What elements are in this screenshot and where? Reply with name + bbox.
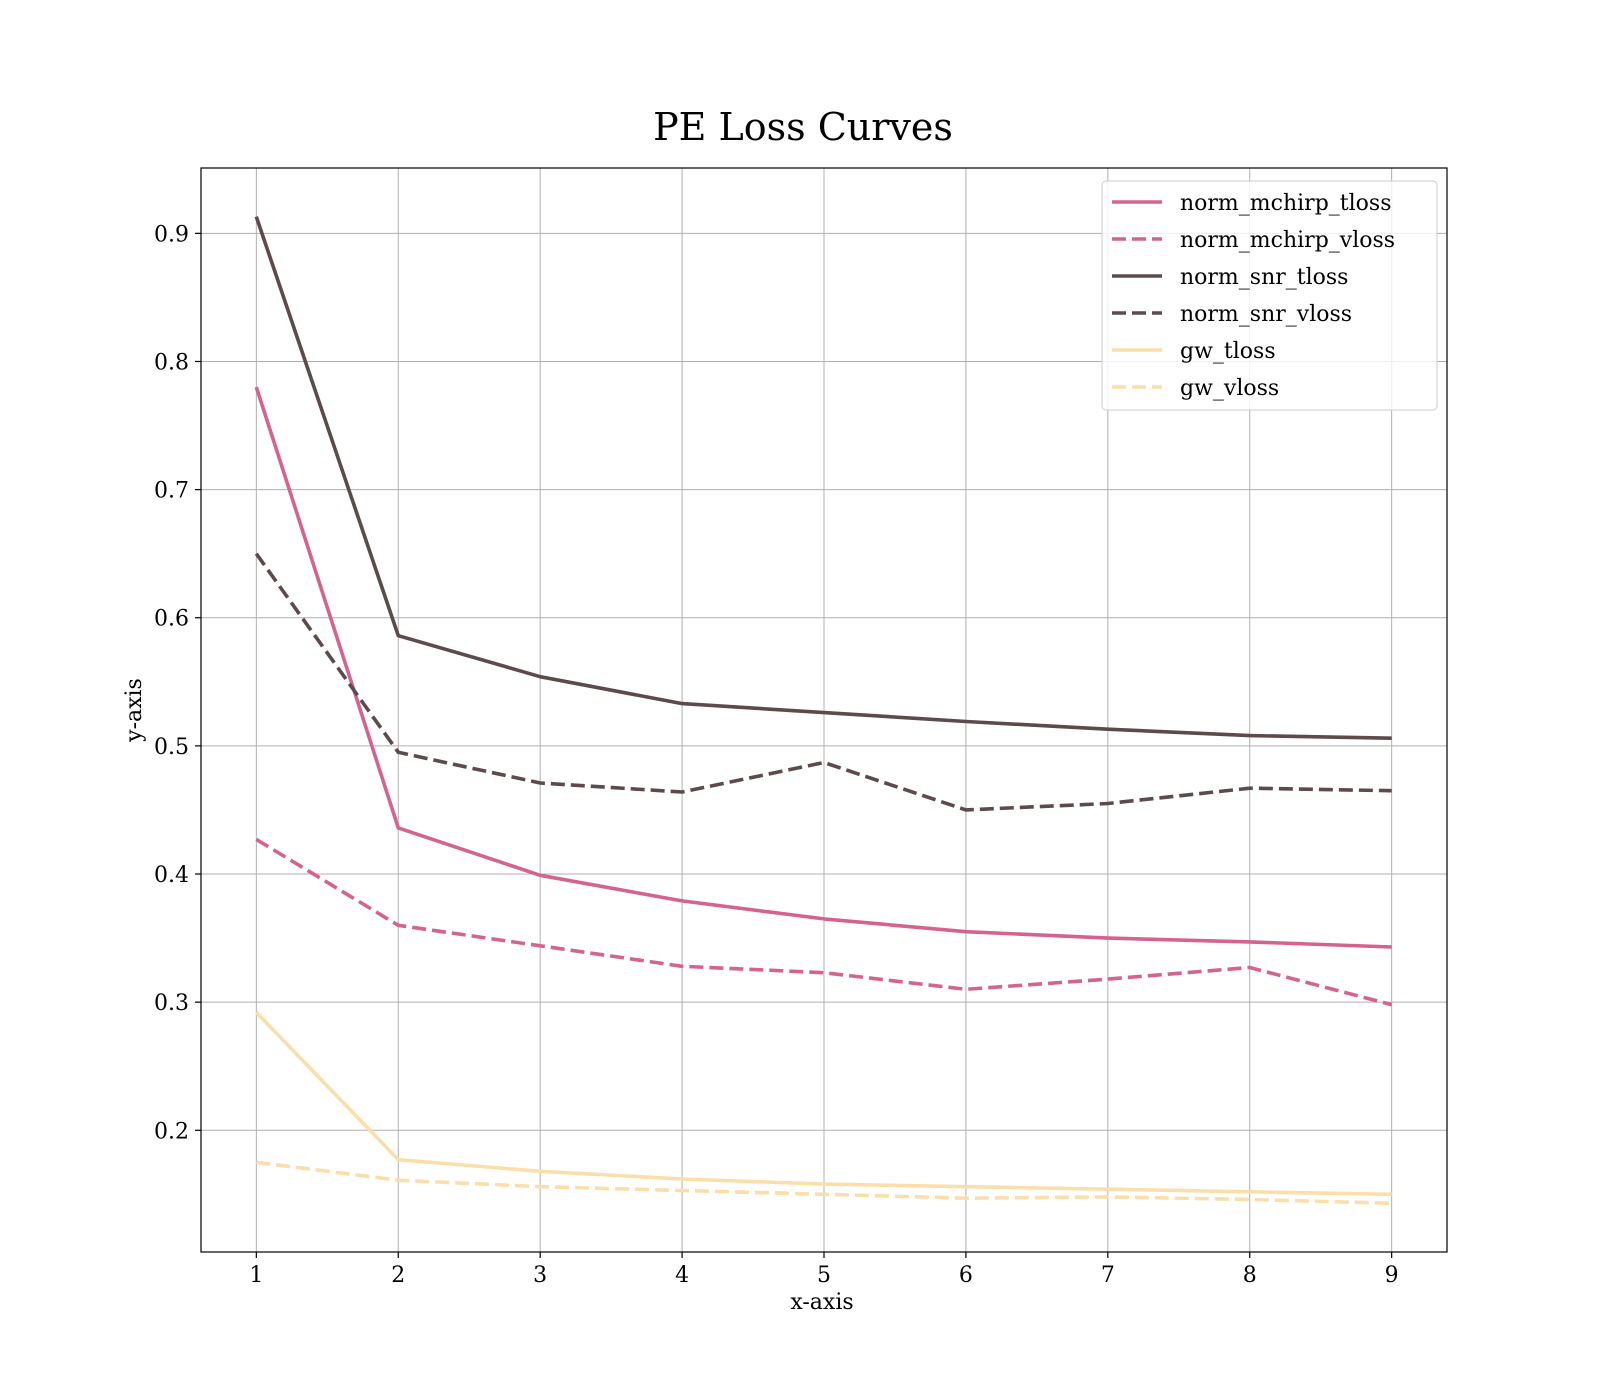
y-tick-label: 0.6 [154,607,189,632]
x-tick-label: 9 [1385,1263,1399,1288]
x-tick-label: 1 [249,1263,263,1288]
x-tick-label: 6 [959,1263,973,1288]
legend-label: norm_mchirp_tloss [1180,191,1391,216]
y-tick-label: 0.4 [154,863,189,888]
series-lines [254,216,1393,1206]
series-line [255,1011,1392,1197]
series-norm-mchirp-tloss [254,386,1392,949]
y-tick-label: 0.2 [154,1119,189,1144]
series-gw-vloss [256,1160,1392,1206]
chart-title: PE Loss Curves [653,105,953,149]
legend-label: gw_vloss [1180,376,1279,401]
y-tick-label: 0.9 [154,222,189,247]
series-line [254,216,1392,740]
series-norm-mchirp-vloss [255,837,1393,1007]
y-tick-label: 0.7 [154,479,189,504]
x-tick-label: 7 [1101,1263,1115,1288]
x-tick-label: 8 [1243,1263,1257,1288]
legend: norm_mchirp_tloss norm_mchirp_vloss norm_s… [1101,180,1438,411]
y-axis-label: y-axis [122,678,147,743]
series-gw-tloss [255,1011,1392,1197]
legend-label: gw_tloss [1180,339,1276,364]
series-line [254,386,1392,949]
y-tick-label: 0.5 [154,735,189,760]
axis-ticks: 1 2 3 4 5 6 7 8 9 0.2 0.3 0.4 0.5 0.6 0.7 0.8 0.9 [154,222,1399,1288]
y-tick-label: 0.8 [154,350,189,375]
legend-label: norm_snr_vloss [1180,302,1352,327]
x-tick-label: 5 [817,1263,831,1288]
series-norm-snr-vloss [254,552,1392,812]
x-tick-label: 4 [675,1263,689,1288]
legend-box [1101,180,1438,411]
x-tick-label: 3 [533,1263,547,1288]
x-tick-label: 2 [391,1263,405,1288]
series-line [254,552,1392,812]
series-line [256,1160,1392,1206]
grid [201,168,1447,1252]
y-tick-label: 0.3 [154,991,189,1016]
series-norm-snr-tloss [254,216,1392,740]
legend-label: norm_mchirp_vloss [1180,228,1395,253]
series-line [255,837,1393,1007]
legend-label: norm_snr_tloss [1180,265,1348,290]
x-axis-label: x-axis [790,1290,853,1315]
